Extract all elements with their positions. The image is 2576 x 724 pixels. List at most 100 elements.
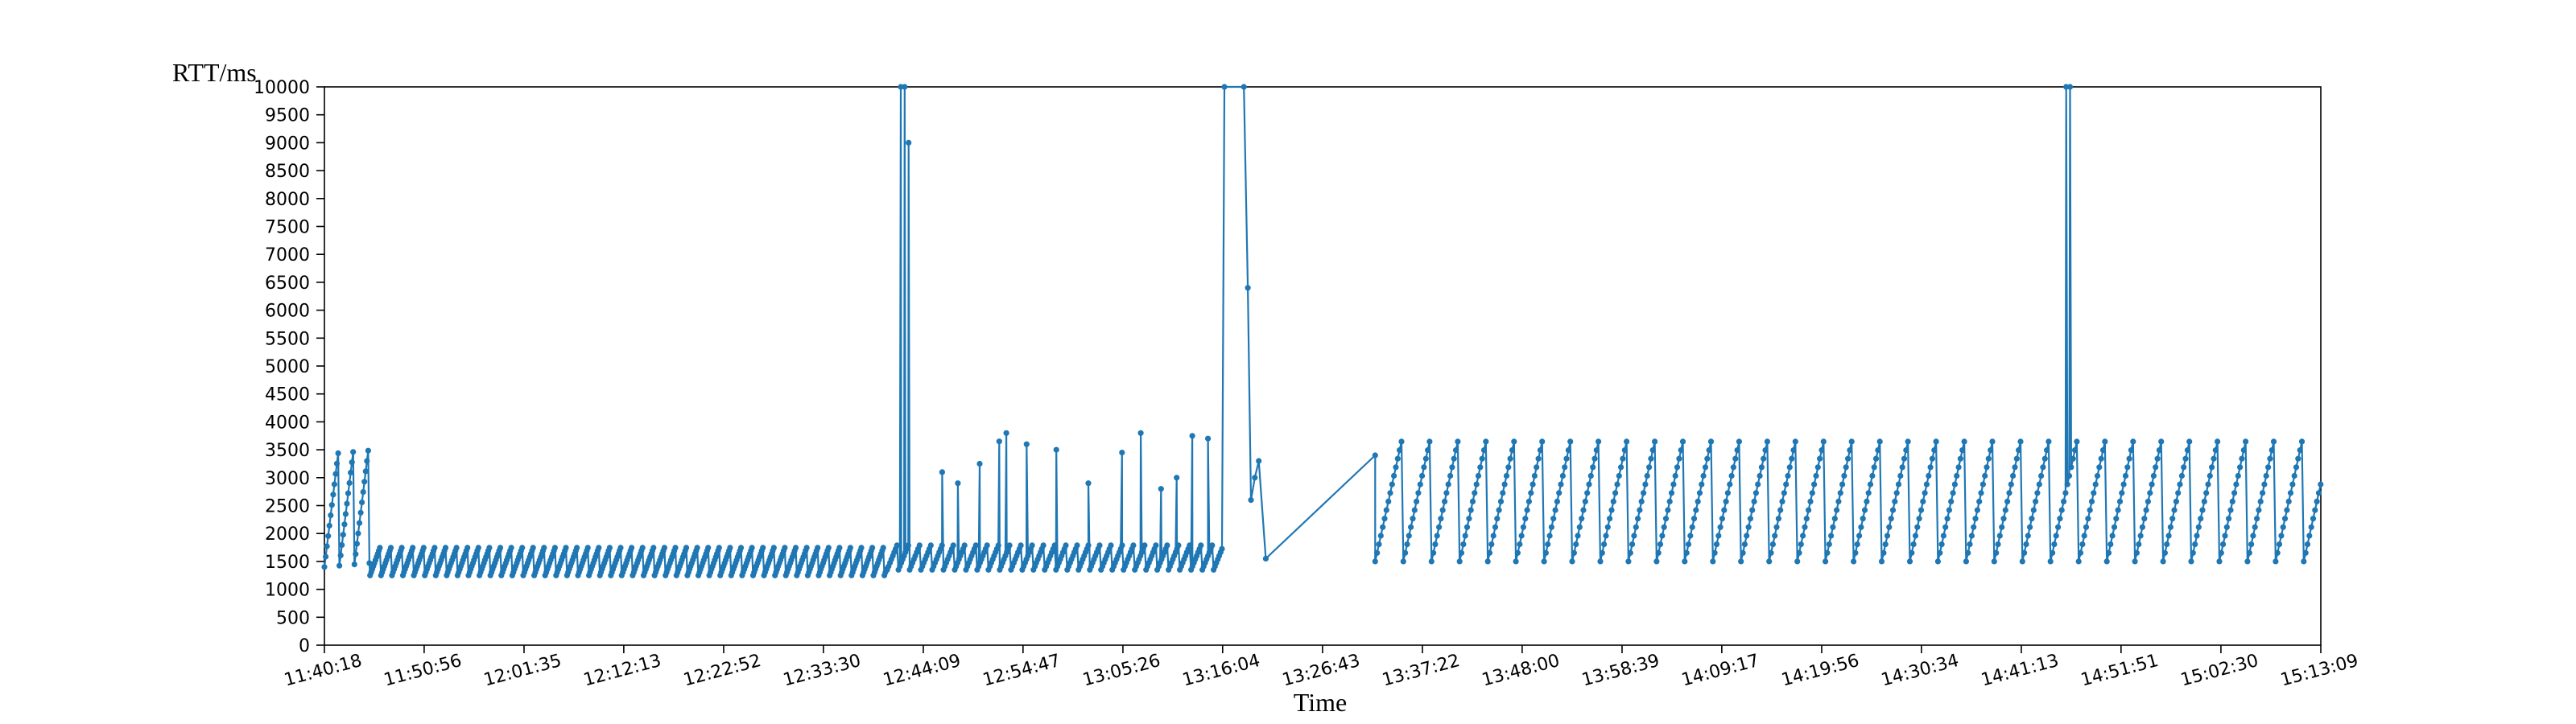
y-tick-label: 4500: [265, 385, 310, 405]
rtt-data-point: [1972, 516, 1979, 522]
rtt-data-point: [1505, 464, 1512, 471]
rtt-data-point: [328, 512, 334, 519]
rtt-data-point: [1751, 498, 1757, 505]
rtt-data-point: [2055, 524, 2062, 530]
rtt-data-point: [2008, 481, 2014, 487]
rtt-data-point: [1608, 507, 1615, 513]
rtt-data-point: [2165, 533, 2172, 539]
rtt-data-point: [1627, 549, 1633, 556]
rtt-data-point: [596, 545, 602, 551]
rtt-data-point: [1835, 498, 1842, 505]
rtt-data-point: [2158, 438, 2165, 445]
rtt-data-point: [1074, 542, 1080, 549]
rtt-data-point: [1834, 507, 1840, 513]
rtt-data-point: [2119, 490, 2125, 496]
rtt-data-point: [1728, 472, 1735, 479]
x-tick-label: 12:54:47: [980, 651, 1063, 691]
rtt-data-point: [2267, 455, 2273, 462]
rtt-data-point: [1724, 490, 1731, 496]
rtt-data-point: [1513, 558, 1519, 565]
rtt-data-point: [705, 545, 712, 551]
rtt-data-point: [916, 542, 923, 549]
rtt-data-point: [2038, 472, 2045, 479]
rtt-data-point: [2066, 84, 2074, 90]
rtt-data-point: [2298, 438, 2306, 445]
rtt-data-point: [1892, 498, 1898, 505]
rtt-data-point: [2107, 541, 2114, 548]
rtt-data-point: [1823, 558, 1829, 565]
rtt-data-point: [1023, 441, 1030, 447]
rtt-data-point: [1957, 455, 1963, 462]
rtt-data-point: [2041, 455, 2048, 462]
rtt-data-point: [2268, 446, 2275, 454]
rtt-data-point: [2029, 516, 2035, 522]
rtt-data-point: [2243, 438, 2249, 445]
rtt-data-point: [453, 545, 460, 551]
rtt-data-point: [1828, 533, 1835, 539]
x-tick-label: 13:26:43: [1280, 651, 1362, 691]
rtt-data-point: [2094, 472, 2101, 479]
rtt-data-point: [1744, 533, 1750, 539]
rtt-data-point: [2030, 507, 2037, 513]
rtt-data-point: [2040, 464, 2046, 471]
rtt-data-point: [2050, 549, 2056, 556]
rtt-data-point: [2066, 472, 2073, 479]
rtt-data-point: [2141, 516, 2148, 522]
rtt-data-point: [584, 545, 591, 551]
rtt-data-point: [1488, 541, 1495, 548]
rtt-data-point: [1985, 455, 1992, 462]
rtt-data-point: [1385, 498, 1392, 505]
y-tick-label: 10000: [254, 78, 310, 98]
x-tick-label: 14:09:17: [1679, 651, 1761, 691]
rtt-data-point: [2281, 516, 2289, 522]
rtt-data-point: [1408, 524, 1414, 530]
rtt-data-point: [1449, 464, 1455, 471]
rtt-data-point: [1856, 533, 1863, 539]
rtt-data-point: [1528, 490, 1534, 496]
rtt-data-point: [2143, 507, 2149, 513]
rtt-data-point: [1864, 498, 1870, 505]
rtt-data-point: [1006, 542, 1013, 549]
rtt-data-point: [1586, 481, 1592, 487]
rtt-data-point: [1262, 555, 1269, 562]
rtt-data-point: [2074, 438, 2080, 445]
rtt-data-point: [1402, 549, 1409, 556]
x-tick-label: 14:41:13: [1979, 651, 2061, 691]
rtt-data-point: [2207, 472, 2213, 479]
rtt-data-point: [1773, 524, 1780, 530]
rtt-data-point: [1410, 516, 1416, 522]
rtt-data-point: [2036, 481, 2042, 487]
rtt-data-point: [1507, 455, 1513, 462]
rtt-data-point: [2195, 524, 2202, 530]
rtt-data-point: [2211, 455, 2217, 462]
rtt-data-point: [1965, 549, 1971, 556]
rtt-data-point: [361, 479, 368, 485]
rtt-data-point: [1539, 438, 1546, 445]
rtt-data-point: [1158, 486, 1164, 492]
rtt-data-point: [1256, 458, 1262, 464]
rtt-data-point: [1451, 455, 1457, 462]
x-tick-label: 15:02:30: [2178, 651, 2260, 691]
rtt-data-point: [2184, 446, 2190, 454]
y-tick-label: 8000: [265, 190, 310, 210]
rtt-data-point: [2147, 490, 2153, 496]
rtt-data-point: [2315, 490, 2322, 496]
rtt-data-point: [1933, 438, 1939, 445]
rtt-data-point: [387, 545, 394, 551]
rtt-data-point: [1621, 446, 1628, 454]
rtt-data-point: [1824, 549, 1831, 556]
rtt-data-point: [349, 459, 355, 466]
rtt-data-point: [497, 545, 504, 551]
rtt-data-point: [1599, 549, 1605, 556]
x-tick-label: 15:13:09: [2278, 651, 2360, 691]
rtt-data-point: [1189, 433, 1195, 439]
rtt-data-point: [1567, 438, 1574, 445]
rtt-data-point: [1130, 542, 1137, 549]
rtt-data-point: [1463, 524, 1471, 530]
rtt-data-point: [2209, 464, 2215, 471]
rtt-data-point: [1775, 516, 1781, 522]
rtt-data-point: [1707, 438, 1715, 445]
rtt-data-point: [1571, 549, 1578, 556]
rtt-data-point: [1085, 480, 1092, 487]
rtt-data-point: [1141, 542, 1148, 549]
